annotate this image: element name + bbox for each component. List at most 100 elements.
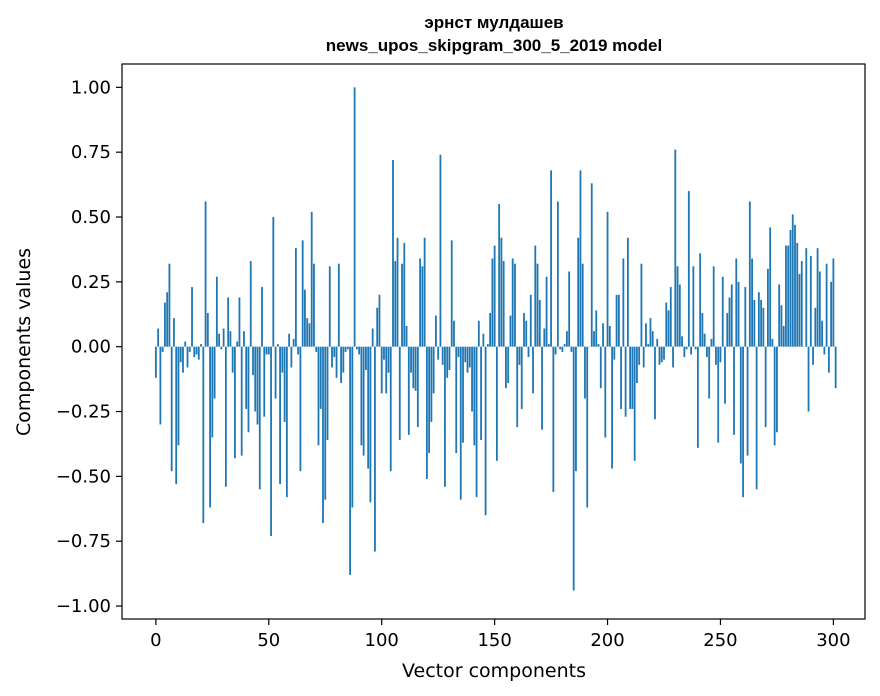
bar-component-175: [550, 170, 552, 347]
bar-component-300: [832, 258, 835, 347]
bar-component-246: [710, 338, 713, 347]
bar-component-218: [647, 344, 650, 347]
bar-component-121: [428, 346, 431, 454]
bar-component-255: [730, 284, 733, 347]
bar-component-111: [405, 325, 408, 347]
bar-component-249: [717, 346, 720, 443]
bar-component-236: [687, 191, 690, 347]
bar-component-95: [369, 346, 372, 503]
bar-component-243: [703, 333, 706, 347]
bar-component-119: [423, 237, 426, 347]
bar-component-65: [301, 240, 304, 347]
bar-component-224: [660, 346, 663, 363]
bar-component-191: [586, 346, 589, 508]
bar-component-58: [285, 346, 288, 498]
bar-component-197: [599, 346, 602, 389]
bar-component-27: [215, 276, 218, 347]
bar-component-235: [685, 346, 688, 350]
bar-component-269: [762, 307, 765, 347]
bar-component-0: [154, 346, 157, 378]
bar-component-128: [444, 346, 446, 487]
bar-component-200: [606, 211, 609, 347]
bar-component-92: [362, 346, 365, 456]
bar-component-22: [204, 201, 207, 347]
bar-component-9: [175, 346, 178, 485]
bar-component-170: [538, 300, 541, 347]
bar-component-64: [299, 346, 302, 472]
bar-component-241: [699, 253, 702, 347]
bar-component-198: [602, 323, 604, 347]
bar-component-112: [407, 346, 410, 435]
bar-component-63: [297, 346, 300, 355]
bar-component-167: [532, 346, 534, 394]
bar-component-66: [304, 289, 306, 347]
bar-component-32: [227, 297, 230, 347]
bar-component-39: [243, 331, 245, 347]
bar-component-33: [229, 331, 232, 347]
x-tick-label: 300: [816, 630, 850, 651]
y-axis: 1.00 0.75 0.50 0.25 0.00 −0.25 −0.50 −0.75 −1.00: [56, 77, 122, 617]
bar-component-266: [755, 346, 758, 490]
x-tick-label: 0: [150, 630, 161, 651]
bar-component-86: [349, 346, 351, 575]
bar-component-177: [554, 346, 557, 355]
bar-component-101: [383, 346, 385, 360]
bar-component-250: [719, 346, 722, 363]
bar-component-279: [785, 245, 787, 347]
bar-component-267: [757, 292, 760, 347]
bar-component-259: [739, 346, 742, 464]
bar-component-114: [412, 346, 415, 389]
bar-component-142: [475, 346, 478, 498]
bar-component-16: [191, 287, 193, 347]
bar-component-278: [782, 325, 785, 347]
bar-component-166: [529, 294, 532, 347]
bar-component-253: [726, 312, 729, 347]
bar-component-84: [344, 346, 347, 352]
bar-component-188: [579, 170, 582, 347]
bar-component-60: [290, 346, 293, 368]
bar-component-88: [353, 87, 356, 347]
bar-component-83: [342, 346, 345, 373]
bar-component-130: [448, 346, 451, 371]
bar-component-295: [821, 320, 823, 347]
bar-component-138: [466, 346, 469, 373]
y-tick-label: 0.25: [71, 272, 111, 293]
bar-component-245: [708, 346, 711, 399]
bar-component-158: [511, 258, 514, 347]
bar-component-157: [509, 315, 512, 347]
x-tick-label: 200: [590, 630, 624, 651]
bar-component-231: [676, 266, 679, 347]
bar-component-162: [520, 346, 523, 409]
bar-component-164: [525, 320, 528, 347]
bar-component-221: [654, 346, 656, 420]
bar-component-208: [624, 346, 627, 417]
bar-component-28: [218, 333, 221, 347]
bar-component-151: [495, 346, 498, 461]
bar-component-61: [292, 338, 295, 347]
bar-component-284: [796, 242, 799, 347]
bar-component-102: [385, 346, 388, 394]
bar-component-23: [206, 312, 209, 347]
bar-component-11: [179, 346, 182, 363]
bar-component-204: [615, 294, 618, 347]
bar-component-48: [263, 346, 266, 417]
bar-component-135: [459, 346, 462, 500]
bar-component-118: [421, 266, 424, 347]
bar-component-174: [547, 344, 550, 347]
bar-component-1: [157, 328, 160, 347]
bar-component-147: [486, 344, 489, 347]
bar-component-209: [626, 237, 629, 347]
bar-component-159: [514, 263, 516, 347]
bar-component-126: [439, 154, 442, 347]
bar-component-234: [683, 346, 686, 358]
bar-component-196: [597, 344, 600, 347]
bar-component-127: [441, 346, 444, 365]
bar-component-268: [760, 300, 763, 347]
bar-component-169: [536, 263, 539, 347]
bar-component-248: [715, 346, 717, 365]
y-tick-label: 1.00: [71, 77, 111, 98]
bar-component-145: [482, 333, 485, 347]
bar-component-79: [333, 346, 336, 358]
bar-component-275: [776, 346, 778, 433]
bar-component-213: [636, 346, 638, 383]
